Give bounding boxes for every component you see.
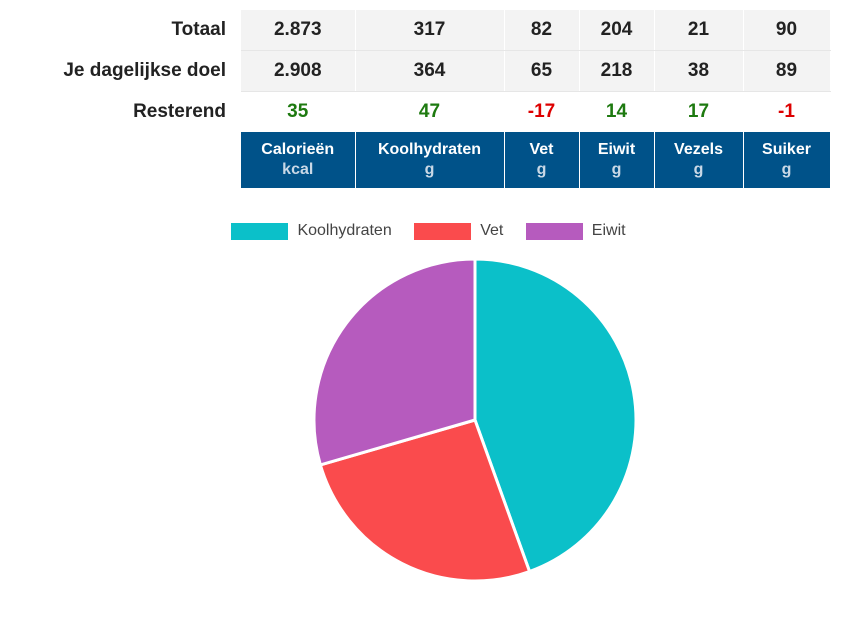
legend-swatch-koolhydraten [231,222,289,240]
row-totaal: Totaal 2.873 317 82 204 21 90 [0,10,831,51]
pie-slice-koolhydraten[interactable] [473,257,638,574]
header-name: Koolhydraten [377,141,482,158]
chart-legend: Koolhydraten Vet Eiwit [0,222,857,240]
legend-swatch-eiwit [525,222,583,240]
header-spacer [0,132,241,188]
header-name: Eiwit [597,141,636,158]
cell-carbs: 364 [355,50,505,92]
cell-calories: 2.873 [241,10,356,51]
cell-fiber: 21 [654,10,744,51]
legend-label: Eiwit [591,222,626,239]
header-fat: Vet g [504,132,580,188]
header-unit: g [693,161,704,178]
row-label: Je dagelijkse doel [0,50,241,92]
cell-sugar-remaining: -1 [743,91,831,132]
header-protein: Eiwit g [579,132,655,188]
cell-sugar: 90 [743,10,831,51]
row-doel: Je dagelijkse doel 2.908 364 65 218 38 8… [0,50,831,92]
cell-fat-remaining: -17 [504,91,580,132]
header-calories: Calorieën kcal [241,132,356,188]
cell-fiber-remaining: 17 [654,91,744,132]
cell-sugar: 89 [743,50,831,92]
header-unit: g [781,161,792,178]
header-carbs: Koolhydraten g [355,132,505,188]
cell-protein: 204 [579,10,655,51]
header-unit: g [424,161,435,178]
legend-item-vet[interactable]: Vet [414,222,503,240]
pie-slice-eiwit[interactable] [312,257,477,467]
header-fiber: Vezels g [654,132,744,188]
cell-fat: 65 [504,50,580,92]
header-sugar: Suiker g [743,132,831,188]
header-unit: g [536,161,547,178]
cell-protein: 218 [579,50,655,92]
header-name: Vezels [674,141,723,158]
legend-label: Vet [480,222,504,239]
header-name: Suiker [762,141,811,158]
pie-slice-vet[interactable] [318,418,532,583]
row-label: Resterend [0,91,241,132]
row-resterend: Resterend 35 47 -17 14 17 -1 [0,91,831,132]
cell-carbs: 317 [355,10,505,51]
cell-carbs-remaining: 47 [355,91,505,132]
cell-fiber: 38 [654,50,744,92]
legend-item-eiwit[interactable]: Eiwit [525,222,626,240]
legend-label: Koolhydraten [297,222,392,239]
cell-fat: 82 [504,10,580,51]
legend-swatch-vet [414,222,472,240]
cell-protein-remaining: 14 [579,91,655,132]
header-name: Calorieën [261,141,335,158]
header-unit: g [611,161,622,178]
header-name: Vet [529,141,554,158]
nutrition-summary-table: Totaal 2.873 317 82 204 21 90 Je dagelij… [0,10,831,188]
legend-item-koolhydraten[interactable]: Koolhydraten [231,222,392,240]
cell-calories: 2.908 [241,50,356,92]
header-unit: kcal [282,161,314,178]
cell-calories-remaining: 35 [241,91,356,132]
table-header-row: Calorieën kcal Koolhydraten g Vet g Eiwit g … [0,132,831,188]
row-label: Totaal [0,10,241,51]
